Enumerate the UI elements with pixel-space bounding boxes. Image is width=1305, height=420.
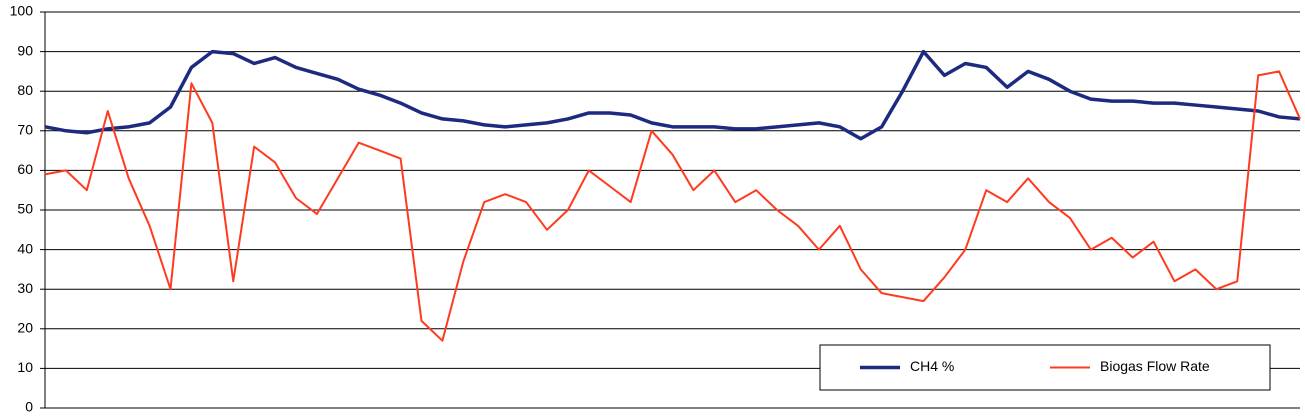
y-tick-label: 80 (17, 82, 33, 98)
legend-label: CH4 % (910, 358, 954, 374)
legend-label: Biogas Flow Rate (1100, 358, 1210, 374)
y-tick-label: 90 (17, 42, 33, 58)
y-tick-label: 70 (17, 122, 33, 138)
y-tick-label: 40 (17, 240, 33, 256)
series-line (44, 49, 1301, 141)
y-tick-label: 10 (17, 359, 33, 375)
y-tick-label: 0 (25, 399, 33, 415)
y-tick-label: 100 (10, 3, 34, 19)
y-tick-label: 20 (17, 320, 33, 336)
y-tick-label: 30 (17, 280, 33, 296)
y-tick-label: 50 (17, 201, 33, 217)
y-tick-label: 60 (17, 161, 33, 177)
series-line (44, 70, 1301, 342)
legend: CH4 % Biogas Flow Rate (819, 344, 1271, 391)
